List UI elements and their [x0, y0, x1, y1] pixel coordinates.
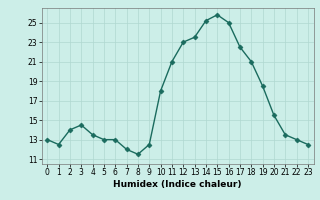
X-axis label: Humidex (Indice chaleur): Humidex (Indice chaleur)	[113, 180, 242, 189]
